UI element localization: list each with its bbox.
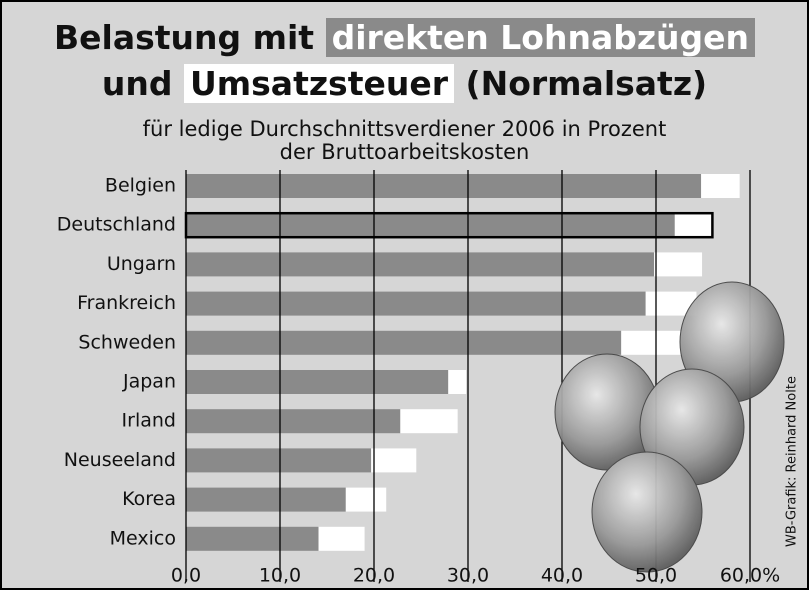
bar-segment	[186, 292, 646, 316]
subtitle-line-2: der Bruttoarbeitskosten	[2, 141, 807, 164]
legend-series-1: direkten Lohnabzügen	[326, 18, 755, 57]
x-tick-label: 30,0	[447, 565, 489, 587]
credit: WB-Grafik: Reinhard Nolte	[785, 376, 800, 547]
bar-segment	[701, 174, 740, 198]
bar-segment	[654, 252, 702, 276]
bar-segment	[319, 527, 365, 551]
chart: Belgien Deutschland Ungarn Frankreich Schwed…	[0, 0, 809, 590]
title-middle: und	[102, 64, 173, 103]
y-tick-label: Japan	[122, 371, 176, 393]
y-tick-label: Frankreich	[77, 292, 176, 314]
y-tick-label: Schweden	[78, 331, 176, 353]
bar-segment	[346, 488, 386, 512]
y-tick-label: Korea	[122, 488, 176, 510]
y-tick-label: Belgien	[105, 175, 176, 197]
bar-segment	[186, 370, 448, 394]
bar-segment	[371, 448, 416, 472]
bar-segment	[400, 409, 457, 433]
x-tick-label: 60,0%	[720, 565, 780, 587]
bar-segment	[186, 448, 371, 472]
bar-segment	[448, 370, 466, 394]
y-tick-label: Irland	[122, 410, 176, 432]
y-tick-label: Mexico	[110, 527, 176, 549]
legend-series-2: Umsatzsteuer	[184, 64, 454, 103]
bar-segment	[186, 527, 319, 551]
subtitle-line-1: für ledige Durchschnittsverdiener 2006 i…	[2, 118, 807, 141]
x-tick-label: 0,0	[171, 565, 201, 587]
title-line-1: Belastung mit direkten Lohnabzügen	[2, 18, 807, 57]
title-end: (Normalsatz)	[466, 64, 708, 103]
y-tick-label: Deutschland	[57, 214, 176, 236]
y-tick-label: Ungarn	[107, 253, 176, 275]
x-tick-label: 50,0	[635, 565, 677, 587]
bar-segment	[675, 213, 713, 237]
bar-segment	[186, 252, 654, 276]
y-tick-label: Neuseeland	[64, 449, 176, 471]
bar-segment	[186, 409, 400, 433]
title-line-2: und Umsatzsteuer (Normalsatz)	[2, 64, 807, 103]
x-tick-label: 20,0	[353, 565, 395, 587]
bar-segment	[621, 331, 681, 355]
bar-segment	[186, 331, 621, 355]
x-tick-label: 40,0	[541, 565, 583, 587]
bar-segment	[186, 213, 675, 237]
title-start: Belastung mit	[54, 18, 314, 57]
x-tick-label: 10,0	[259, 565, 301, 587]
bar-segment	[186, 488, 346, 512]
bar-segment	[186, 174, 701, 198]
